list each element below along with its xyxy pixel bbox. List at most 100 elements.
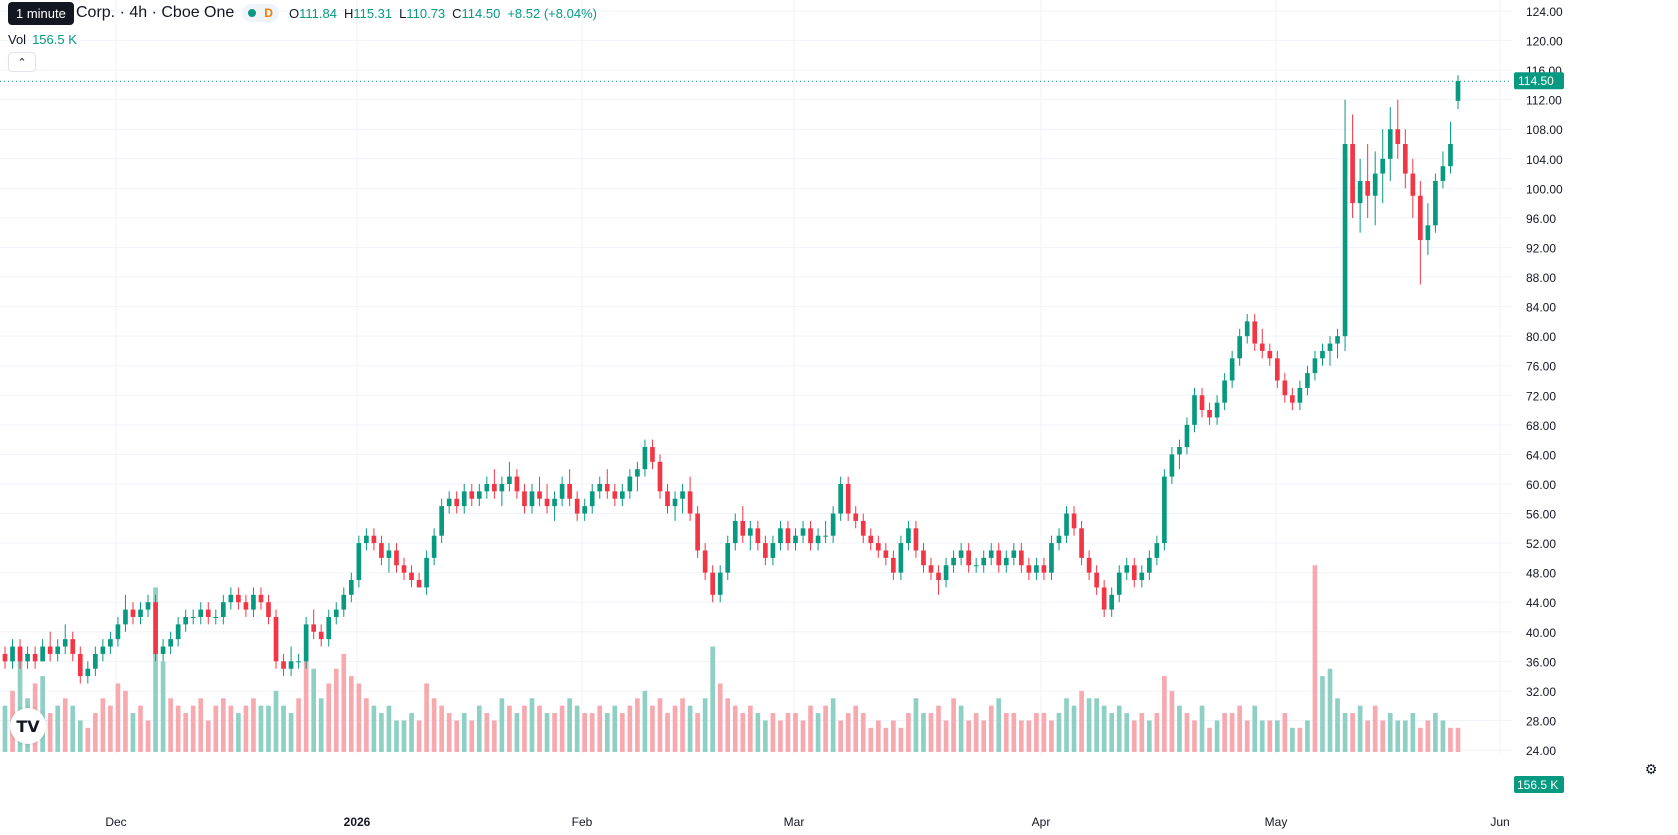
candle-body — [559, 483, 565, 499]
collapse-legend-button[interactable]: ⌃ — [8, 52, 36, 72]
volume-bar — [507, 705, 512, 752]
candle-body — [1169, 454, 1175, 477]
candle — [364, 528, 369, 551]
volume-value: 156.5 K — [32, 32, 77, 47]
candle — [552, 491, 557, 521]
volume-bar — [1207, 727, 1212, 752]
candle-body — [123, 609, 128, 625]
candle — [695, 506, 700, 558]
volume-bar — [1192, 720, 1197, 752]
candle-body — [740, 520, 746, 536]
last-price-tag: 114.50 — [1514, 72, 1564, 90]
volume-bar — [220, 698, 226, 752]
settings-button[interactable]: ⚙ — [1642, 760, 1660, 778]
candle — [913, 520, 919, 558]
volume-bar — [183, 713, 189, 752]
candle-body — [318, 631, 324, 640]
volume-bar — [717, 683, 723, 752]
candle-body — [1320, 350, 1325, 359]
volume-bar — [318, 698, 324, 752]
candle-body — [55, 646, 61, 654]
volume-bar — [567, 698, 572, 752]
volume-bar — [461, 713, 467, 752]
candle-body — [326, 616, 332, 640]
volume-bar — [273, 690, 279, 752]
candle — [1207, 402, 1212, 425]
volume-bar — [680, 698, 685, 752]
candle — [921, 543, 926, 573]
tradingview-logo[interactable]: TV — [10, 708, 46, 744]
candle-body — [386, 550, 392, 558]
candle — [973, 557, 979, 573]
candle — [431, 528, 437, 566]
volume-bar — [47, 713, 53, 752]
candle — [333, 602, 339, 625]
x-tick-label: Feb — [572, 815, 593, 829]
volume-bar — [1290, 727, 1295, 752]
candle-body — [77, 653, 83, 677]
candle-body — [875, 543, 881, 551]
volume-bar — [108, 705, 113, 752]
volume-bar — [303, 661, 309, 752]
candle — [55, 639, 61, 662]
candle — [1094, 565, 1099, 595]
y-tick-label: 68.00 — [1526, 419, 1556, 433]
volume-bar — [1184, 713, 1190, 752]
market-status[interactable]: D — [242, 4, 279, 22]
candle-body — [1365, 180, 1370, 196]
volume-bar — [190, 705, 196, 752]
volume-bar — [409, 713, 414, 752]
volume-bar — [364, 698, 369, 752]
candle-body — [17, 646, 23, 662]
candle-body — [1207, 410, 1212, 418]
axes: 24.00 28.00 32.00 36.00 40.00 44.00 48.00 52.00… — [105, 5, 1563, 829]
candle-body — [1455, 81, 1461, 101]
volume-bar — [1433, 713, 1438, 752]
volume-bar — [1214, 720, 1220, 752]
candle — [1041, 557, 1047, 581]
volume-bar — [891, 720, 896, 752]
volume-bar — [1455, 727, 1461, 752]
candle — [1305, 365, 1310, 396]
volume-bar — [620, 713, 625, 752]
volume-bar — [1146, 720, 1152, 752]
candle-body — [25, 653, 30, 662]
candle-body — [62, 639, 68, 647]
candle-body — [830, 513, 836, 536]
candle — [394, 543, 399, 573]
candle — [1162, 469, 1167, 551]
candle — [522, 483, 527, 514]
candle — [47, 631, 53, 662]
candle-body — [251, 594, 256, 610]
candle-body — [891, 557, 896, 573]
candle — [770, 535, 776, 566]
volume-bar — [175, 705, 181, 752]
volume-bar — [1124, 713, 1130, 752]
volume-bar — [100, 698, 106, 752]
candle — [582, 498, 588, 521]
candle — [1365, 144, 1370, 218]
candle-body — [635, 469, 640, 477]
candle-body — [70, 639, 76, 654]
volume-bar — [296, 698, 301, 752]
candle-body — [1290, 395, 1295, 403]
candle-body — [333, 609, 339, 617]
volume-bar — [1259, 720, 1265, 752]
volume-bar — [763, 720, 768, 752]
candle — [823, 520, 828, 544]
volume-legend[interactable]: Vol 156.5 K — [8, 32, 77, 47]
x-tick-label: May — [1265, 815, 1288, 829]
volume-bar — [559, 705, 565, 752]
candle-body — [582, 506, 588, 514]
candle — [145, 594, 151, 617]
candle — [793, 528, 798, 551]
candle-body — [153, 602, 158, 654]
data-delay-badge: D — [264, 6, 273, 20]
symbol-title[interactable]: Corp. · 4h · Cboe One — [76, 4, 235, 21]
volume-bar — [875, 720, 881, 752]
volume-bar — [1222, 713, 1227, 752]
candle — [1290, 387, 1295, 411]
candle-body — [1109, 594, 1115, 610]
